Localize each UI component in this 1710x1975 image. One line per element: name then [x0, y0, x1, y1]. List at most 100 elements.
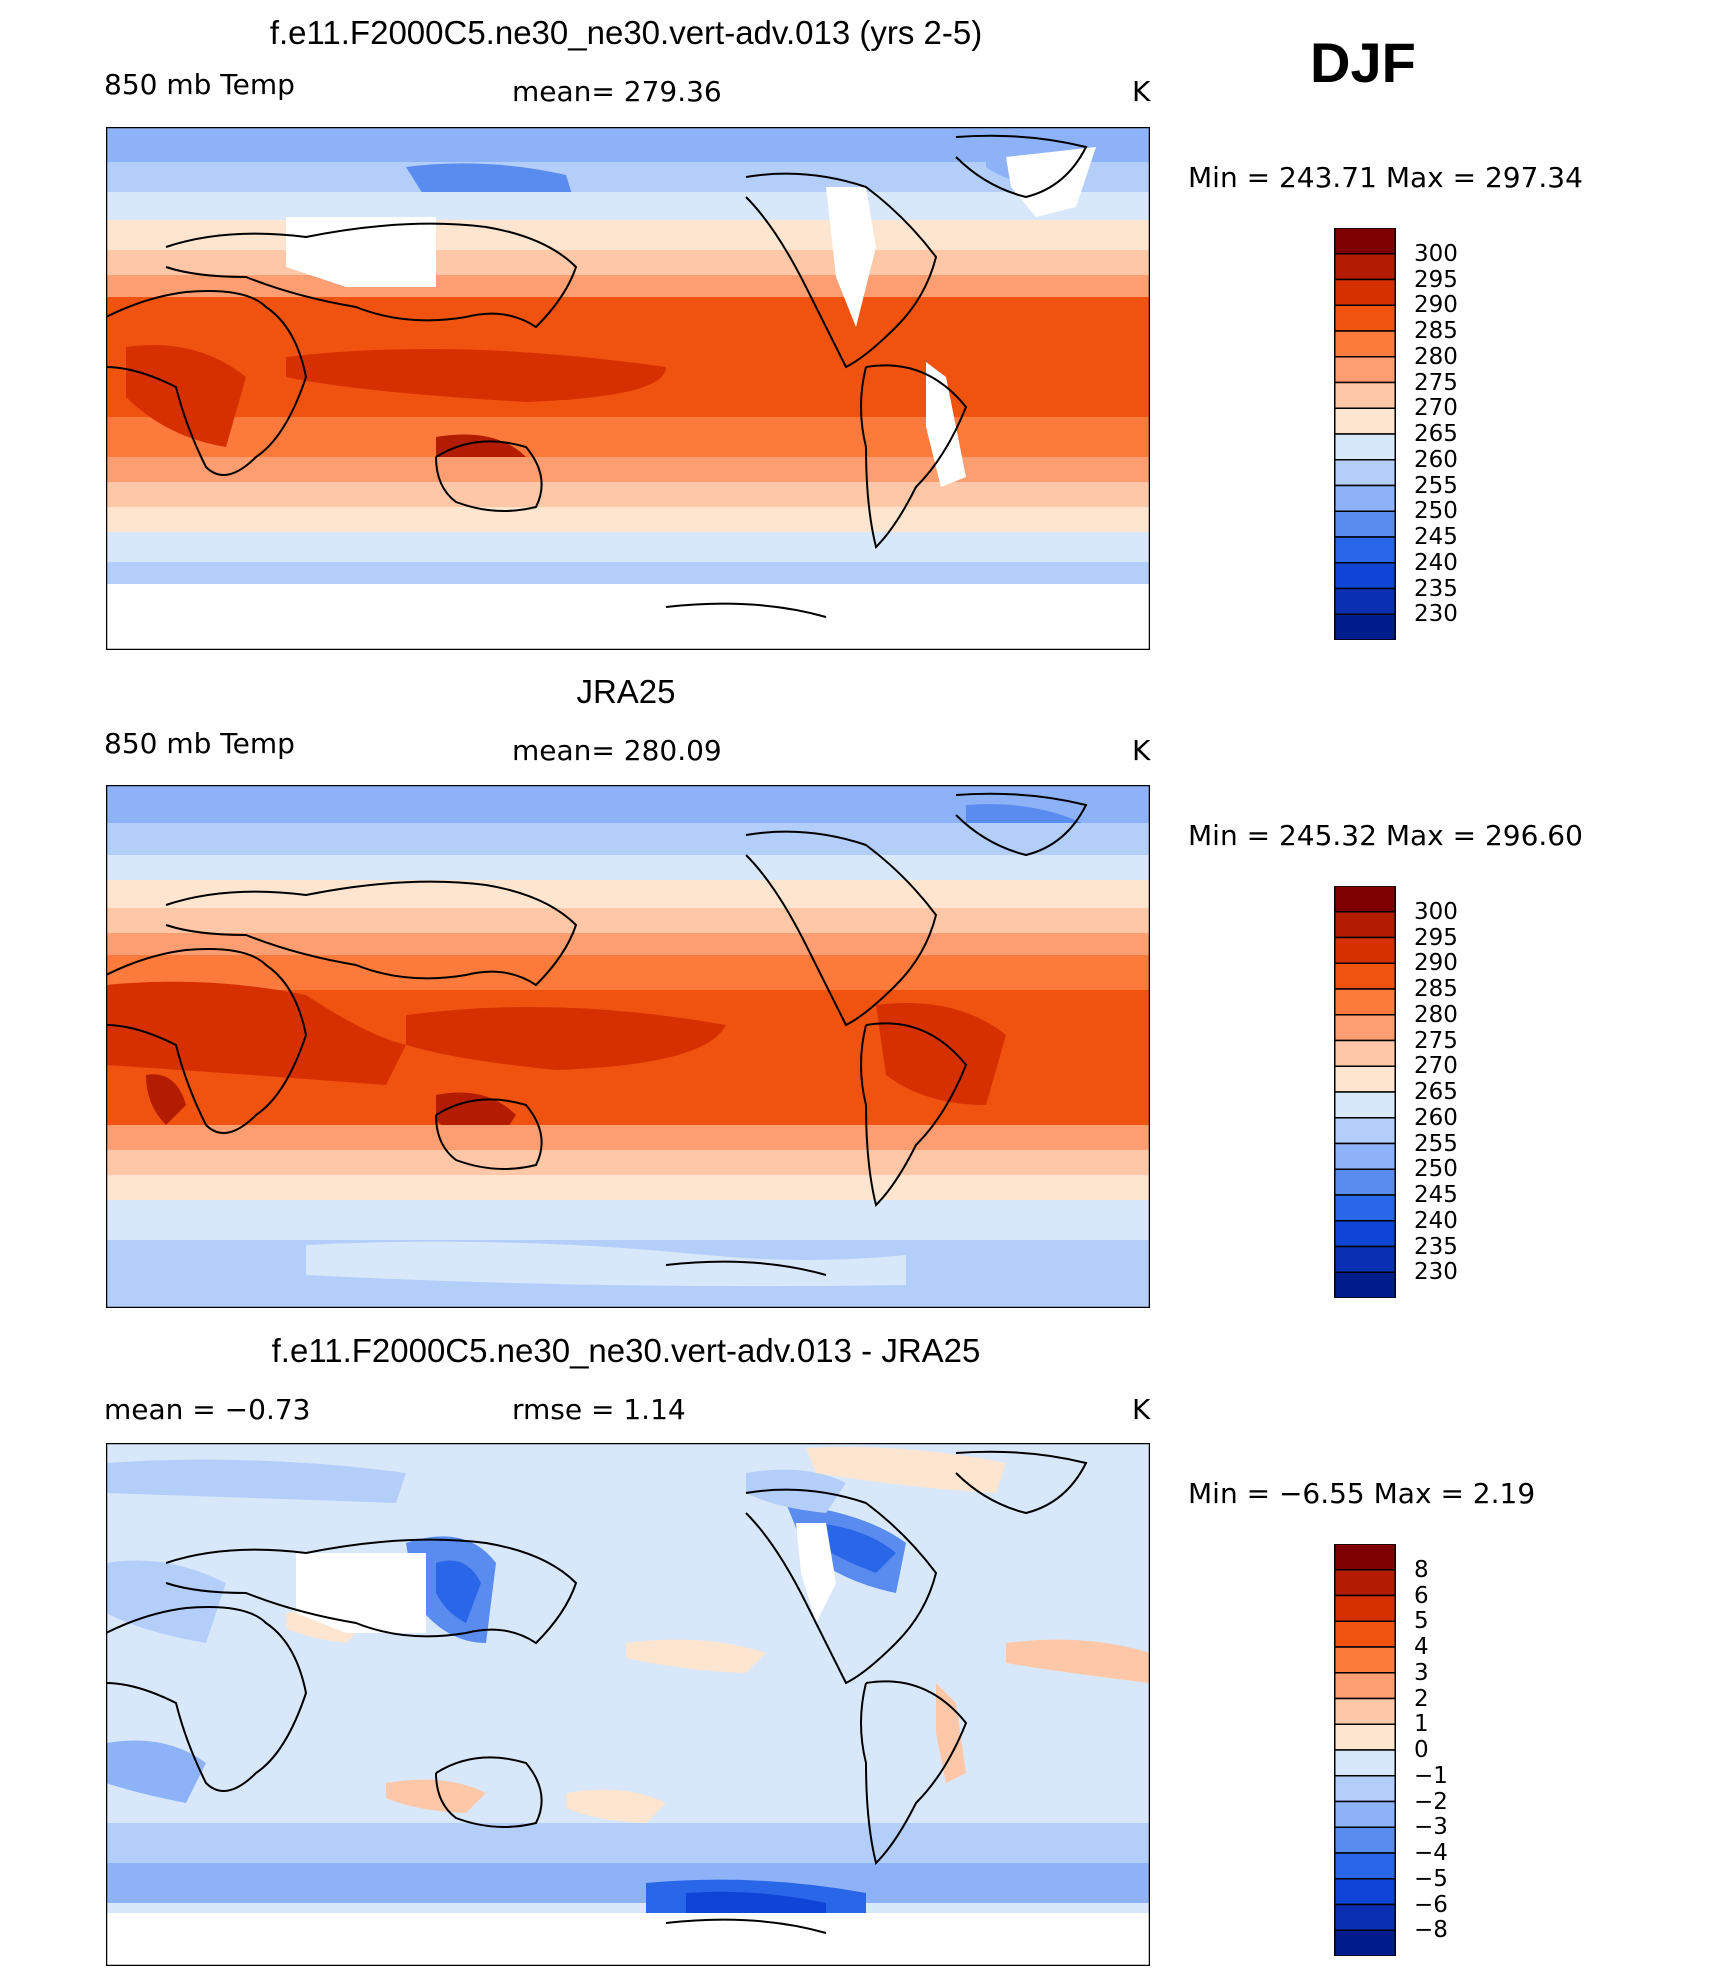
colorbar-label: −6 — [1414, 1891, 1448, 1918]
colorbar-label: 0 — [1414, 1737, 1429, 1763]
panel-3-rmse-label: rmse = 1.14 — [512, 1393, 686, 1426]
colorbar-swatch — [1334, 484, 1396, 512]
colorbar-swatch — [1334, 1800, 1396, 1828]
colorbar-label: 250 — [1414, 498, 1458, 525]
colorbar-label: −1 — [1414, 1762, 1448, 1789]
colorbar-swatch — [1334, 962, 1396, 990]
colorbar-label: 290 — [1414, 292, 1458, 319]
colorbar-swatch — [1334, 510, 1396, 538]
colorbar-label: 8 — [1414, 1556, 1429, 1583]
panel-2-min-max: Min = 245.32 Max = 296.60 — [1188, 819, 1583, 852]
colorbar-swatch — [1334, 278, 1396, 306]
colorbar-label: −2 — [1414, 1788, 1448, 1815]
colorbar-swatch — [1334, 1271, 1396, 1298]
colorbar-swatch — [1334, 1544, 1396, 1571]
colorbar-label: 240 — [1414, 1207, 1458, 1234]
colorbar-swatch — [1334, 1168, 1396, 1196]
colorbar-swatch — [1334, 1852, 1396, 1880]
colorbar-label: 230 — [1414, 1259, 1458, 1286]
colorbar-label: 275 — [1414, 1027, 1458, 1054]
panel-3-title: f.e11.F2000C5.ne30_ne30.vert-adv.013 - J… — [271, 1332, 981, 1369]
colorbar-swatch — [1334, 1646, 1396, 1674]
colorbar-swatch — [1334, 1826, 1396, 1854]
colorbar-label: 300 — [1414, 240, 1458, 267]
colorbar-swatch — [1334, 587, 1396, 615]
colorbar-swatch — [1334, 911, 1396, 939]
colorbar-swatch — [1334, 1878, 1396, 1906]
colorbar-label: 245 — [1414, 524, 1458, 550]
colorbar-label: 275 — [1414, 369, 1458, 396]
colorbar-label: 295 — [1414, 924, 1458, 951]
panel-1-map-canvas — [106, 127, 1150, 650]
colorbar-label: 280 — [1414, 343, 1458, 370]
colorbar-swatch — [1334, 1091, 1396, 1119]
panel-3-map-canvas — [106, 1443, 1150, 1966]
panel-2-colorbar-swatches — [1334, 886, 1396, 1298]
panel-2-map-canvas — [106, 785, 1150, 1308]
colorbar-swatch — [1334, 1594, 1396, 1622]
panel-1-colorbar-swatches — [1334, 228, 1396, 640]
colorbar-swatch — [1334, 1697, 1396, 1725]
colorbar-swatch — [1334, 407, 1396, 435]
colorbar-label: 295 — [1414, 266, 1458, 293]
colorbar-label: 235 — [1414, 575, 1458, 602]
colorbar-label: 285 — [1414, 976, 1458, 1002]
panel-2-units-label: K — [1132, 734, 1151, 767]
colorbar-swatch — [1334, 1569, 1396, 1597]
colorbar-swatch — [1334, 433, 1396, 461]
colorbar-swatch — [1334, 1194, 1396, 1222]
season-label: DJF — [1310, 31, 1416, 94]
colorbar-label: 285 — [1414, 318, 1458, 344]
coastlines — [106, 134, 1088, 618]
colorbar-label: 4 — [1414, 1634, 1429, 1660]
colorbar-swatch — [1334, 228, 1396, 255]
panel-1-variable-label: 850 mb Temp — [104, 68, 295, 101]
colorbar-label: 3 — [1414, 1659, 1429, 1686]
colorbar-label: 240 — [1414, 549, 1458, 576]
panel-3-map — [106, 1443, 1150, 1966]
colorbar-swatch — [1334, 1620, 1396, 1648]
colorbar-label: 270 — [1414, 1053, 1458, 1080]
colorbar-swatch — [1334, 1039, 1396, 1067]
panel-3-colorbar-swatches — [1334, 1544, 1396, 1956]
colorbar-label: −3 — [1414, 1814, 1448, 1841]
colorbar-swatch — [1334, 1065, 1396, 1093]
panel-3-min-max: Min = −6.55 Max = 2.19 — [1188, 1477, 1536, 1510]
colorbar-swatch — [1334, 1672, 1396, 1700]
colorbar-label: 265 — [1414, 421, 1458, 447]
panel-3-mean-label: mean = −0.73 — [104, 1393, 311, 1426]
colorbar-swatch — [1334, 1723, 1396, 1751]
colorbar-swatch — [1334, 613, 1396, 640]
colorbar-label: 250 — [1414, 1156, 1458, 1183]
colorbar-swatch — [1334, 253, 1396, 281]
colorbar-swatch — [1334, 886, 1396, 913]
colorbar-swatch — [1334, 1749, 1396, 1777]
colorbar-swatch — [1334, 330, 1396, 358]
coastlines — [106, 1450, 1088, 1934]
colorbar-label: 255 — [1414, 1130, 1458, 1157]
panel-2-variable-label: 850 mb Temp — [104, 727, 295, 760]
colorbar-label: 2 — [1414, 1685, 1429, 1712]
panel-1-title: f.e11.F2000C5.ne30_ne30.vert-adv.013 (yr… — [269, 14, 983, 51]
colorbar-swatch — [1334, 1929, 1396, 1956]
colorbar-label: 6 — [1414, 1582, 1429, 1609]
colorbar-swatch — [1334, 381, 1396, 409]
panel-1-colorbar — [1334, 228, 1396, 640]
colorbar-swatch — [1334, 1014, 1396, 1042]
colorbar-label: −4 — [1414, 1840, 1448, 1866]
panel-1-map — [106, 127, 1150, 650]
panel-2-mean-label: mean= 280.09 — [512, 734, 722, 767]
colorbar-label: 265 — [1414, 1079, 1458, 1105]
panel-1-mean-label: mean= 279.36 — [512, 75, 722, 108]
colorbar-swatch — [1334, 562, 1396, 590]
colorbar-label: 1 — [1414, 1711, 1429, 1738]
colorbar-label: 280 — [1414, 1001, 1458, 1028]
colorbar-label: 260 — [1414, 1104, 1458, 1131]
colorbar-swatch — [1334, 1142, 1396, 1170]
panel-3-colorbar — [1334, 1544, 1396, 1956]
panel-1-units-label: K — [1132, 75, 1151, 108]
colorbar-label: 5 — [1414, 1608, 1429, 1635]
colorbar-label: 270 — [1414, 395, 1458, 422]
panel-2-colorbar — [1334, 886, 1396, 1298]
colorbar-swatch — [1334, 536, 1396, 564]
